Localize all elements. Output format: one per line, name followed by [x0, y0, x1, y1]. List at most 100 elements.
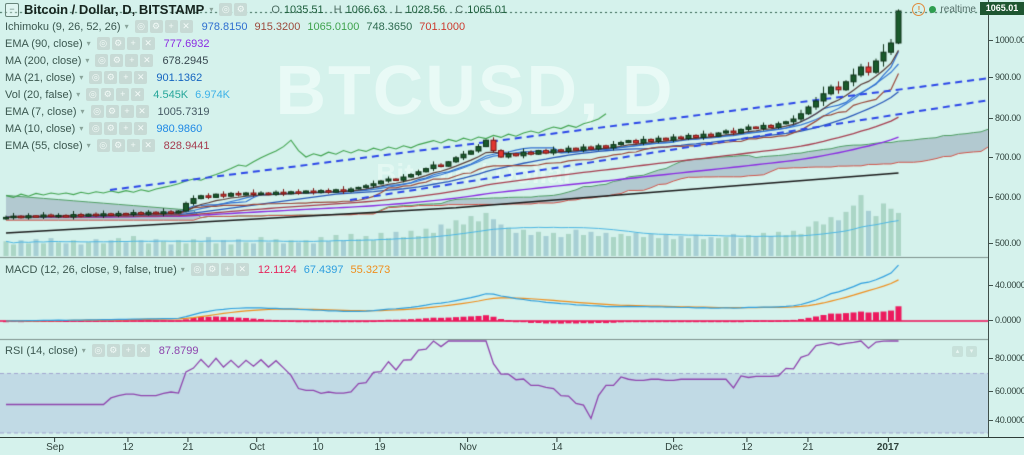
macd-legend: MACD (12, 26, close, 9, false, true) ▾ ◎ ⚙ +…	[5, 261, 390, 278]
time-tick-label: 2017	[877, 438, 899, 453]
close-icon[interactable]: ✕	[140, 54, 154, 67]
chevron-down-icon[interactable]: ▾	[180, 265, 185, 274]
add-icon[interactable]: +	[116, 88, 130, 101]
close-icon[interactable]: ✕	[141, 37, 155, 50]
price-axis[interactable]: 1000.00 900.00 800.00 700.00 600.00 500.00 40.…	[988, 0, 1024, 437]
ohlc-label: L	[395, 3, 402, 16]
chevron-down-icon[interactable]: ▾	[79, 73, 84, 82]
price-tick-label: 900.00	[989, 72, 1021, 82]
close-icon[interactable]: ✕	[134, 122, 148, 135]
chevron-down-icon[interactable]: ▾	[80, 107, 85, 116]
add-icon[interactable]: +	[126, 139, 140, 152]
time-axis[interactable]: Sep 12 21 Oct 10 19 Nov 14 Dec 12 21 2017	[0, 437, 1024, 455]
indicator-value: 12.1124	[257, 263, 297, 276]
gear-icon[interactable]: ⚙	[110, 54, 124, 67]
gear-icon[interactable]: ⚙	[104, 122, 118, 135]
indicator-name[interactable]: EMA (55, close)	[5, 139, 83, 152]
indicator-value: 87.8799	[158, 344, 199, 357]
chevron-down-icon[interactable]: ▾	[86, 141, 91, 150]
gear-icon[interactable]: ⚙	[104, 71, 118, 84]
symbol-header-row: − Bitcoin / Dollar, D, BITSTAMP ▾ ◎ ⚙ O 1…	[5, 1, 507, 18]
price-tick-label: 1000.00	[989, 35, 1024, 45]
indicator-value: 1005.7319	[157, 105, 210, 118]
ohlc-value: 1065.01	[467, 3, 507, 16]
eye-icon[interactable]: ◎	[86, 88, 100, 101]
rsi-legend: RSI (14, close) ▾ ◎ ⚙ + ✕ 87.8799	[5, 342, 199, 359]
add-icon[interactable]: +	[120, 105, 134, 118]
data-status: ! realtime	[912, 3, 976, 16]
chevron-down-icon[interactable]: ▾	[86, 39, 91, 48]
chevron-down-icon[interactable]: ▾	[209, 5, 214, 14]
chevron-down-icon[interactable]: ▾	[85, 56, 90, 65]
indicator-name[interactable]: MA (200, close)	[5, 54, 82, 67]
close-icon[interactable]: ✕	[141, 139, 155, 152]
indicator-name[interactable]: Vol (20, false)	[5, 88, 73, 101]
eye-icon[interactable]: ◎	[96, 139, 110, 152]
eye-icon[interactable]: ◎	[134, 20, 148, 33]
eye-icon[interactable]: ◎	[95, 54, 109, 67]
add-icon[interactable]: +	[119, 71, 133, 84]
indicator-name[interactable]: MA (10, close)	[5, 122, 76, 135]
close-icon[interactable]: ✕	[235, 263, 249, 276]
collapse-pane-icon[interactable]: ▴	[952, 346, 963, 357]
indicator-name[interactable]: MACD (12, 26, close, 9, false, true)	[5, 263, 177, 276]
indicator-name[interactable]: RSI (14, close)	[5, 344, 78, 357]
gear-icon[interactable]: ⚙	[111, 37, 125, 50]
close-icon[interactable]: ✕	[131, 88, 145, 101]
price-tick-label: 500.00	[989, 238, 1021, 248]
gear-icon[interactable]: ⚙	[205, 263, 219, 276]
collapse-panel-icon[interactable]: −	[5, 2, 19, 17]
gear-icon[interactable]: ⚙	[105, 105, 119, 118]
gear-icon[interactable]: ⚙	[106, 344, 120, 357]
ohlc-label: O	[271, 3, 280, 16]
add-icon[interactable]: +	[164, 20, 178, 33]
realtime-label: realtime	[940, 4, 976, 15]
indicator-name[interactable]: Ichimoku (9, 26, 52, 26)	[5, 20, 121, 33]
indicator-row: Vol (20, false) ▾ ◎ ⚙ + ✕ 4.545K 6.974K	[5, 86, 507, 103]
indicator-value: 901.1362	[156, 71, 203, 84]
close-icon[interactable]: ✕	[136, 344, 150, 357]
chevron-down-icon[interactable]: ▾	[81, 346, 86, 355]
indicator-name[interactable]: EMA (90, close)	[5, 37, 83, 50]
indicator-name[interactable]: MA (21, close)	[5, 71, 76, 84]
main-chart-canvas[interactable]	[0, 0, 988, 437]
gear-icon[interactable]: ⚙	[111, 139, 125, 152]
symbol-title[interactable]: Bitcoin / Dollar, D, BITSTAMP	[24, 2, 205, 17]
add-icon[interactable]: +	[121, 344, 135, 357]
maximize-pane-icon[interactable]: ▾	[966, 346, 977, 357]
chevron-down-icon[interactable]: ▾	[76, 90, 81, 99]
legend: − Bitcoin / Dollar, D, BITSTAMP ▾ ◎ ⚙ O 1…	[5, 1, 507, 154]
eye-icon[interactable]: ◎	[96, 37, 110, 50]
chevron-down-icon[interactable]: ▾	[79, 124, 84, 133]
indicator-row: MACD (12, 26, close, 9, false, true) ▾ ◎ ⚙ +…	[5, 261, 390, 278]
gear-icon[interactable]: ⚙	[234, 3, 248, 16]
eye-icon[interactable]: ◎	[91, 344, 105, 357]
indicator-name[interactable]: EMA (7, close)	[5, 105, 77, 118]
add-icon[interactable]: +	[125, 54, 139, 67]
eye-icon[interactable]: ◎	[89, 122, 103, 135]
add-icon[interactable]: +	[220, 263, 234, 276]
eye-icon[interactable]: ◎	[89, 71, 103, 84]
eye-icon[interactable]: ◎	[219, 3, 233, 16]
time-tick-label: 10	[312, 438, 324, 453]
close-icon[interactable]: ✕	[134, 71, 148, 84]
close-icon[interactable]: ✕	[135, 105, 149, 118]
chevron-down-icon[interactable]: ▾	[124, 22, 129, 31]
indicator-value: 55.3273	[350, 263, 391, 276]
indicator-value: 915.3200	[254, 20, 301, 33]
price-tick-label: 600.00	[989, 192, 1021, 202]
add-icon[interactable]: +	[119, 122, 133, 135]
gear-icon[interactable]: ⚙	[149, 20, 163, 33]
macd-tick-label: 40.0000	[989, 280, 1024, 290]
add-icon[interactable]: +	[126, 37, 140, 50]
eye-icon[interactable]: ◎	[90, 105, 104, 118]
close-icon[interactable]: ✕	[179, 20, 193, 33]
eye-icon[interactable]: ◎	[190, 263, 204, 276]
gear-icon[interactable]: ⚙	[101, 88, 115, 101]
time-tick-label: 21	[802, 438, 814, 453]
indicator-value: 4.545K	[153, 88, 189, 101]
time-tick-label: 19	[374, 438, 386, 453]
macd-tick-label: 0.0000	[989, 315, 1021, 325]
delayed-data-warning-icon[interactable]: !	[912, 3, 926, 16]
